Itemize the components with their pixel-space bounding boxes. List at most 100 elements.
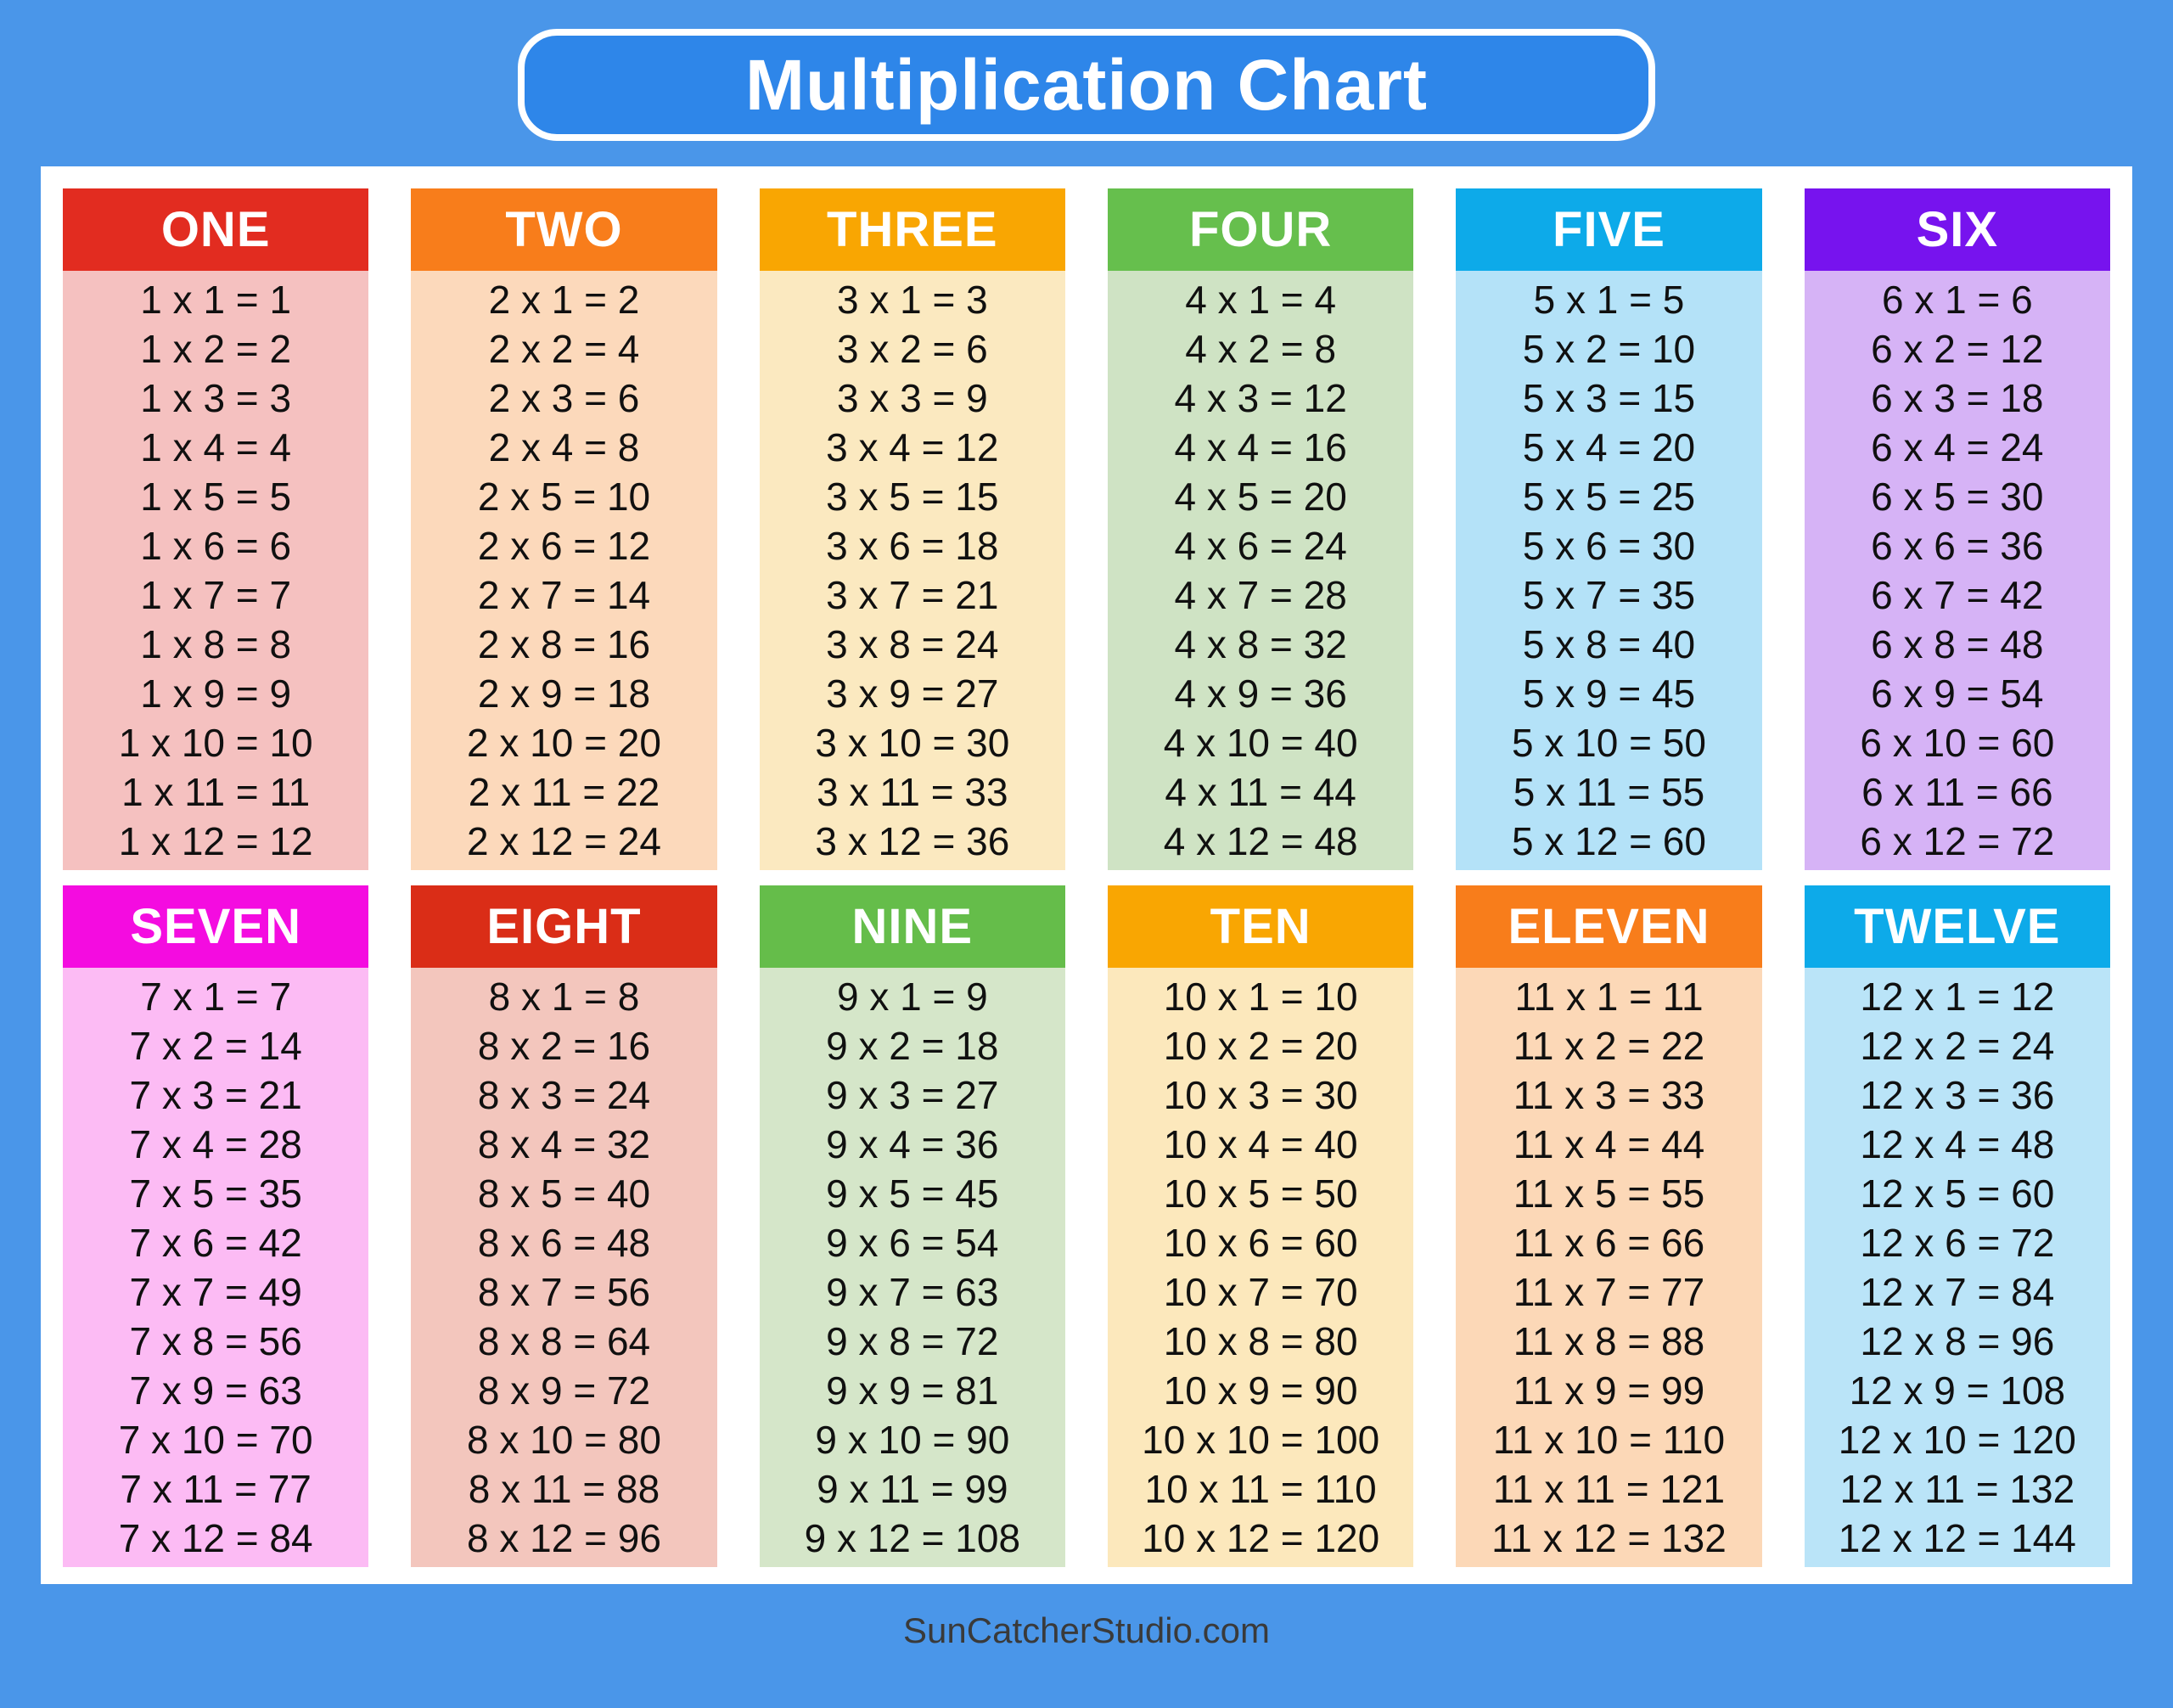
fact-row: 7 x 7 = 49 xyxy=(129,1270,302,1314)
table-column-eleven: ELEVEN 11 x 1 = 11 11 x 2 = 22 11 x 3 = 33 1… xyxy=(1456,885,1762,1567)
fact-row: 8 x 8 = 64 xyxy=(477,1319,651,1363)
fact-row: 3 x 7 = 21 xyxy=(826,573,999,617)
fact-row: 1 x 7 = 7 xyxy=(140,573,292,617)
fact-row: 12 x 5 = 60 xyxy=(1860,1171,2055,1216)
fact-row: 12 x 1 = 12 xyxy=(1860,975,2055,1019)
fact-row: 3 x 8 = 24 xyxy=(826,622,999,666)
table-body: 12 x 1 = 12 12 x 2 = 24 12 x 3 = 36 12 x 4 … xyxy=(1804,968,2110,1567)
fact-row: 3 x 10 = 30 xyxy=(815,721,1010,765)
fact-row: 6 x 4 = 24 xyxy=(1871,425,2044,469)
fact-row: 11 x 6 = 66 xyxy=(1513,1221,1705,1265)
fact-row: 7 x 1 = 7 xyxy=(140,975,292,1019)
fact-row: 7 x 3 = 21 xyxy=(129,1073,302,1117)
fact-row: 1 x 11 = 11 xyxy=(121,770,311,814)
fact-row: 4 x 7 = 28 xyxy=(1174,573,1347,617)
fact-row: 9 x 8 = 72 xyxy=(826,1319,999,1363)
fact-row: 4 x 9 = 36 xyxy=(1174,671,1347,716)
fact-row: 4 x 5 = 20 xyxy=(1174,475,1347,519)
fact-row: 7 x 2 = 14 xyxy=(129,1024,302,1068)
fact-row: 5 x 1 = 5 xyxy=(1533,278,1685,322)
fact-row: 7 x 10 = 70 xyxy=(118,1418,313,1462)
fact-row: 8 x 4 = 32 xyxy=(477,1122,651,1166)
fact-row: 2 x 5 = 10 xyxy=(477,475,651,519)
page-title-box: Multiplication Chart xyxy=(518,29,1655,141)
fact-row: 6 x 2 = 12 xyxy=(1871,327,2044,371)
fact-row: 11 x 1 = 11 xyxy=(1514,975,1704,1019)
fact-row: 5 x 6 = 30 xyxy=(1522,524,1696,568)
fact-row: 12 x 7 = 84 xyxy=(1860,1270,2055,1314)
fact-row: 6 x 1 = 6 xyxy=(1881,278,2033,322)
fact-row: 7 x 8 = 56 xyxy=(129,1319,302,1363)
fact-row: 11 x 9 = 99 xyxy=(1513,1368,1705,1413)
fact-row: 2 x 10 = 20 xyxy=(467,721,661,765)
fact-row: 2 x 11 = 22 xyxy=(468,770,660,814)
fact-row: 7 x 6 = 42 xyxy=(129,1221,302,1265)
fact-row: 12 x 12 = 144 xyxy=(1838,1516,2076,1560)
table-header: ONE xyxy=(63,188,369,271)
fact-row: 9 x 9 = 81 xyxy=(826,1368,999,1413)
table-header: TWELVE xyxy=(1804,885,2110,968)
fact-row: 12 x 6 = 72 xyxy=(1860,1221,2055,1265)
fact-row: 2 x 6 = 12 xyxy=(477,524,651,568)
fact-row: 10 x 8 = 80 xyxy=(1163,1319,1358,1363)
fact-row: 5 x 7 = 35 xyxy=(1522,573,1696,617)
fact-row: 10 x 10 = 100 xyxy=(1142,1418,1380,1462)
fact-row: 1 x 6 = 6 xyxy=(140,524,292,568)
fact-row: 10 x 2 = 20 xyxy=(1163,1024,1358,1068)
fact-row: 11 x 3 = 33 xyxy=(1513,1073,1705,1117)
fact-row: 2 x 7 = 14 xyxy=(477,573,651,617)
fact-row: 7 x 9 = 63 xyxy=(129,1368,302,1413)
table-body: 10 x 1 = 10 10 x 2 = 20 10 x 3 = 30 10 x 4 … xyxy=(1108,968,1414,1567)
fact-row: 12 x 2 = 24 xyxy=(1860,1024,2055,1068)
fact-row: 12 x 9 = 108 xyxy=(1849,1368,2066,1413)
table-header: SEVEN xyxy=(63,885,369,968)
table-body: 1 x 1 = 1 1 x 2 = 2 1 x 3 = 3 1 x 4 = 4 1 x … xyxy=(63,271,369,870)
fact-row: 4 x 8 = 32 xyxy=(1174,622,1347,666)
fact-row: 7 x 5 = 35 xyxy=(129,1171,302,1216)
fact-row: 8 x 11 = 88 xyxy=(468,1467,660,1511)
fact-row: 3 x 4 = 12 xyxy=(826,425,999,469)
fact-row: 1 x 1 = 1 xyxy=(140,278,292,322)
fact-row: 3 x 3 = 9 xyxy=(836,376,988,420)
table-body: 9 x 1 = 9 9 x 2 = 18 9 x 3 = 27 9 x 4 = 36 9… xyxy=(759,968,1065,1567)
fact-row: 9 x 10 = 90 xyxy=(815,1418,1010,1462)
fact-row: 6 x 12 = 72 xyxy=(1860,819,2055,863)
fact-row: 1 x 8 = 8 xyxy=(140,622,292,666)
fact-row: 4 x 11 = 44 xyxy=(1165,770,1356,814)
fact-row: 2 x 2 = 4 xyxy=(488,327,640,371)
fact-row: 11 x 11 = 121 xyxy=(1492,1467,1726,1511)
fact-row: 1 x 9 = 9 xyxy=(140,671,292,716)
table-header: THREE xyxy=(759,188,1065,271)
fact-row: 12 x 3 = 36 xyxy=(1860,1073,2055,1117)
table-header: EIGHT xyxy=(411,885,717,968)
fact-row: 1 x 10 = 10 xyxy=(118,721,313,765)
fact-row: 10 x 1 = 10 xyxy=(1163,975,1358,1019)
fact-row: 3 x 11 = 33 xyxy=(817,770,1008,814)
fact-row: 9 x 4 = 36 xyxy=(826,1122,999,1166)
footer-credit: SunCatcherStudio.com xyxy=(903,1610,1270,1650)
fact-row: 11 x 10 = 110 xyxy=(1492,1418,1726,1462)
fact-row: 8 x 5 = 40 xyxy=(477,1171,651,1216)
page-title: Multiplication Chart xyxy=(745,44,1428,125)
fact-row: 11 x 12 = 132 xyxy=(1491,1516,1727,1560)
fact-row: 9 x 6 = 54 xyxy=(826,1221,999,1265)
table-body: 4 x 1 = 4 4 x 2 = 8 4 x 3 = 12 4 x 4 = 16 4 … xyxy=(1108,271,1414,870)
fact-row: 1 x 12 = 12 xyxy=(118,819,313,863)
table-header: ELEVEN xyxy=(1456,885,1762,968)
fact-row: 6 x 3 = 18 xyxy=(1871,376,2044,420)
fact-row: 7 x 12 = 84 xyxy=(118,1516,313,1560)
fact-row: 10 x 12 = 120 xyxy=(1142,1516,1380,1560)
fact-row: 3 x 2 = 6 xyxy=(836,327,988,371)
fact-row: 11 x 4 = 44 xyxy=(1513,1122,1705,1166)
fact-row: 4 x 4 = 16 xyxy=(1174,425,1347,469)
fact-row: 3 x 6 = 18 xyxy=(826,524,999,568)
fact-row: 5 x 9 = 45 xyxy=(1522,671,1696,716)
table-header: FIVE xyxy=(1456,188,1762,271)
fact-row: 8 x 6 = 48 xyxy=(477,1221,651,1265)
fact-row: 1 x 4 = 4 xyxy=(140,425,292,469)
fact-row: 11 x 7 = 77 xyxy=(1513,1270,1705,1314)
fact-row: 3 x 12 = 36 xyxy=(815,819,1010,863)
table-header: NINE xyxy=(759,885,1065,968)
